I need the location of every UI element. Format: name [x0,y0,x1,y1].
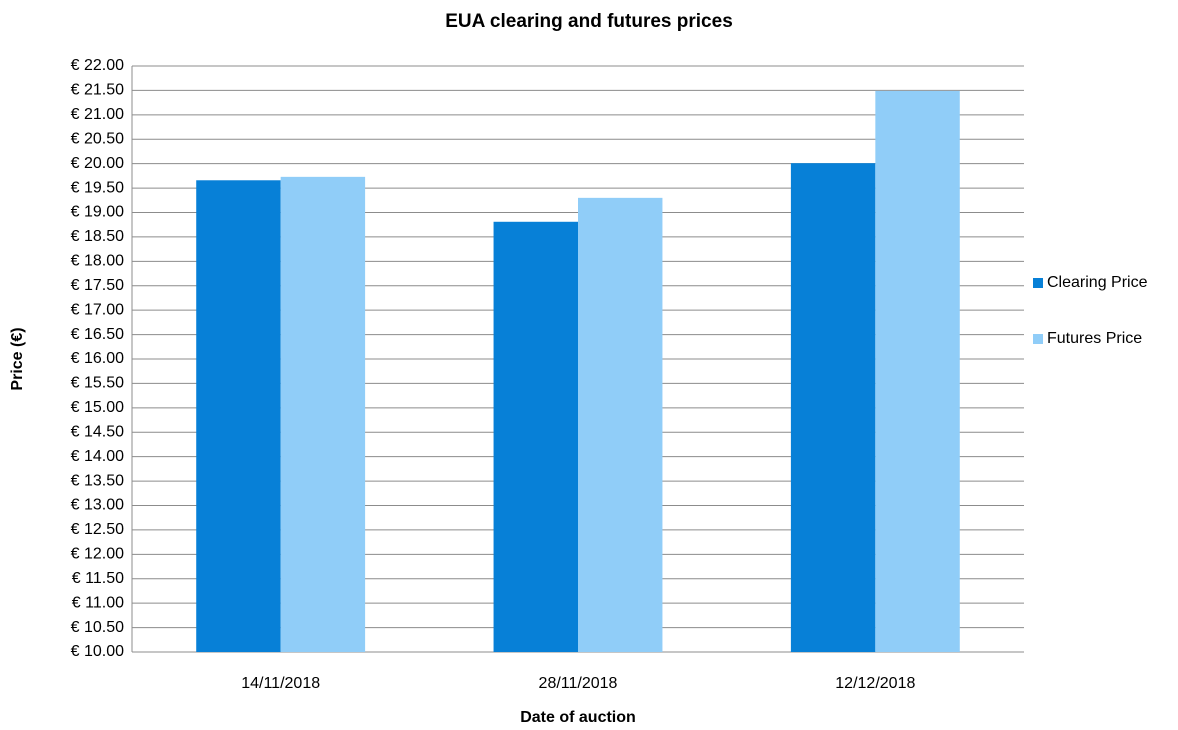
x-axis-label: Date of auction [520,709,636,726]
y-tick-label: € 14.50 [71,423,124,440]
y-tick-label: € 16.50 [71,326,124,343]
bar [578,197,663,652]
y-tick-label: € 13.00 [71,497,124,514]
y-tick-label: € 18.50 [71,228,124,245]
y-tick-label: € 14.00 [71,448,124,465]
y-tick-label: € 20.00 [71,155,124,172]
legend-label: Clearing Price [1047,274,1148,291]
y-tick-label: € 19.50 [71,179,124,196]
y-tick-label: € 12.00 [71,546,124,563]
chart-title: EUA clearing and futures prices [445,11,733,32]
y-tick-label: € 20.50 [71,130,124,147]
y-tick-label: € 21.50 [71,82,124,99]
legend-swatch [1033,278,1043,288]
y-tick-label: € 11.50 [72,570,124,587]
y-tick-label: € 16.00 [71,350,124,367]
y-tick-label: € 19.00 [71,204,124,221]
y-axis-label: Price (€) [9,327,26,390]
y-tick-label: € 18.00 [71,253,124,270]
y-tick-label: € 17.00 [71,301,124,318]
x-tick-label: 28/11/2018 [539,675,618,692]
x-tick-label: 14/11/2018 [241,675,320,692]
y-tick-label: € 13.50 [71,472,124,489]
bar [493,221,578,653]
bar [280,176,366,652]
legend-label: Futures Price [1047,330,1142,347]
x-tick-label: 12/12/2018 [835,675,915,692]
bar [875,90,960,652]
y-tick-label: € 15.00 [71,399,124,416]
y-tick-label: € 17.50 [71,277,124,294]
y-tick-label: € 12.50 [71,521,124,538]
y-tick-label: € 15.50 [71,375,124,392]
y-tick-label: € 21.00 [71,106,124,123]
y-tick-label: € 10.50 [71,619,124,636]
y-tick-label: € 11.00 [72,594,124,611]
y-tick-label: € 10.00 [71,643,124,660]
y-tick-label: € 22.00 [71,57,124,74]
bar [196,180,281,652]
legend-swatch [1033,334,1043,344]
bar [790,163,876,652]
